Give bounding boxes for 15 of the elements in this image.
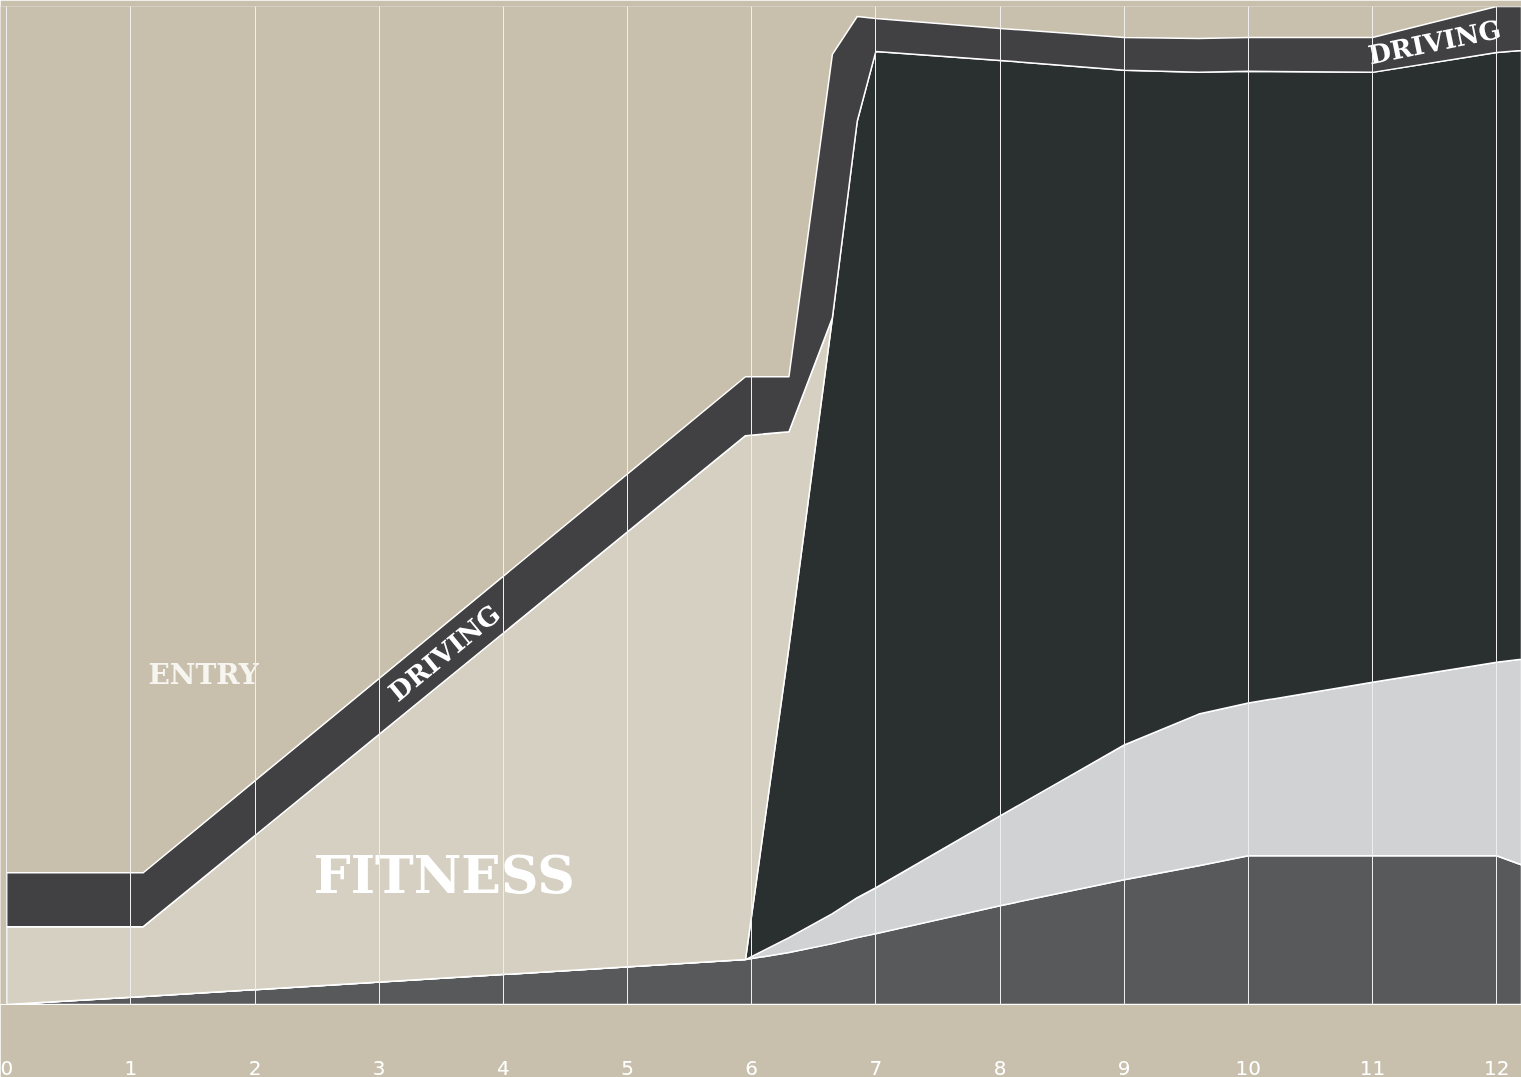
x-tick-label: 3	[372, 1055, 386, 1077]
x-tick-label: 8	[993, 1055, 1007, 1077]
series-label: FITNESS	[313, 843, 575, 905]
x-tick-label: 11	[1359, 1055, 1386, 1077]
x-tick-label: 4	[497, 1055, 510, 1077]
x-tick-label: 2	[248, 1055, 262, 1077]
x-tick-label: 9	[1117, 1055, 1131, 1077]
x-tick-label: 12	[1483, 1055, 1510, 1077]
x-tick-label: 1	[124, 1055, 138, 1077]
x-tick-label: 0	[0, 1055, 14, 1077]
x-tick-label: 6	[745, 1055, 759, 1077]
series-label: DRIVING	[1365, 13, 1504, 71]
x-tick-label: 5	[621, 1055, 634, 1077]
x-tick-label: 7	[869, 1055, 883, 1077]
x-tick-label: 10	[1235, 1055, 1262, 1077]
